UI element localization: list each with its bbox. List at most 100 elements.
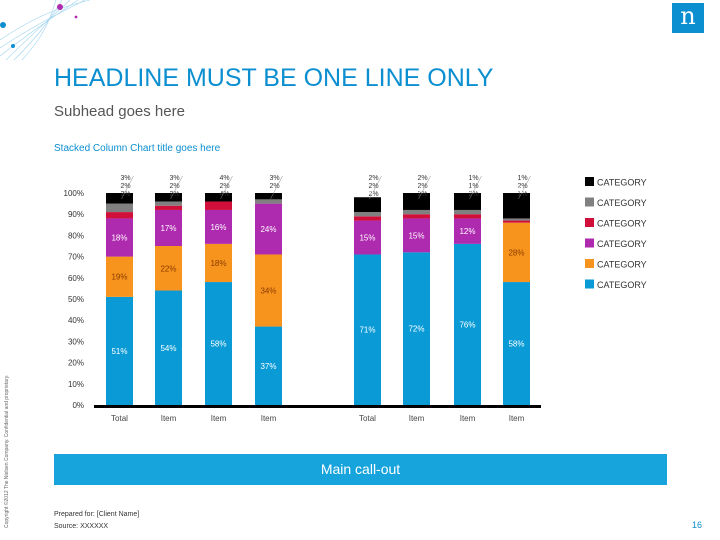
data-label: 51%	[111, 347, 127, 356]
bar-segment	[205, 209, 232, 244]
data-label: 37%	[260, 362, 276, 371]
bar-segment	[354, 254, 381, 405]
page-subhead: Subhead goes here	[54, 103, 185, 120]
bar-segment	[155, 246, 182, 291]
data-label: 54%	[160, 344, 176, 353]
legend-label: CATEGORY	[597, 280, 647, 290]
label-leader-line	[469, 175, 482, 200]
bar-segment	[106, 212, 133, 219]
bar-segment	[255, 326, 282, 405]
main-callout-banner: Main call-out	[54, 454, 667, 485]
data-label: 7%	[411, 185, 423, 194]
small-segment-label: 1%	[468, 183, 478, 190]
bar-segment	[354, 197, 381, 213]
legend-label: CATEGORY	[597, 178, 647, 188]
y-tick-label: 70%	[68, 253, 84, 262]
prepared-for-note: Prepared for: [Client Name]	[54, 511, 140, 518]
bar-segment	[155, 209, 182, 246]
small-segment-label: 2%	[169, 183, 179, 190]
bar-segment	[403, 252, 430, 405]
small-segment-label: 2%	[517, 183, 527, 190]
page-headline: HEADLINE MUST BE ONE LINE ONLY	[54, 64, 494, 92]
data-label: 7%	[362, 187, 374, 196]
bar-segment	[255, 254, 282, 327]
bar-segment	[454, 193, 481, 210]
small-segment-label: 1%	[517, 191, 527, 198]
bar-segment	[106, 218, 133, 257]
bar-segment	[454, 243, 481, 405]
label-leader-line	[220, 175, 233, 200]
bar-segment	[454, 214, 481, 219]
small-segment-label: 2%	[219, 183, 229, 190]
small-segment-label: 2%	[368, 183, 378, 190]
small-segment-label: 3%	[169, 175, 179, 182]
x-axis-baseline	[94, 405, 541, 408]
bar-segment	[503, 193, 530, 219]
bar-segment	[503, 282, 530, 405]
data-label: 24%	[260, 225, 276, 234]
bar-segment	[106, 193, 133, 204]
data-label: 22%	[160, 264, 176, 273]
small-segment-label: 3%	[120, 191, 130, 198]
data-label: 15%	[408, 231, 424, 240]
small-segment-label: 2%	[417, 191, 427, 198]
label-leader-line	[418, 175, 431, 200]
label-leader-line	[121, 175, 134, 200]
small-segment-label: 2%	[468, 191, 478, 198]
data-label: 58%	[508, 340, 524, 349]
legend-label: CATEGORY	[597, 198, 647, 208]
data-label: 58%	[210, 340, 226, 349]
small-segment-label: 2%	[417, 175, 427, 182]
bar-segment	[354, 212, 381, 217]
category-label: Item	[509, 414, 525, 423]
bar-segment	[403, 218, 430, 253]
bar-segment	[106, 203, 133, 213]
brand-logo: n	[672, 3, 704, 33]
legend-swatch	[585, 197, 594, 207]
data-label: 76%	[459, 320, 475, 329]
bar-segment	[106, 296, 133, 405]
data-label: 17%	[160, 224, 176, 233]
legend-swatch	[585, 279, 594, 289]
small-segment-label: 2%	[368, 191, 378, 198]
data-label: 12%	[459, 227, 475, 236]
bar-segment	[106, 256, 133, 297]
y-tick-label: 10%	[68, 380, 84, 389]
bar-segment	[255, 199, 282, 204]
bar-segment	[155, 201, 182, 206]
y-tick-label: 90%	[68, 210, 84, 219]
data-label: 19%	[111, 273, 127, 282]
legend-label: CATEGORY	[597, 239, 647, 249]
data-label: 16%	[210, 223, 226, 232]
bar-segment	[354, 216, 381, 221]
legend-swatch	[585, 177, 594, 186]
bar-segment	[205, 282, 232, 405]
bar-segment	[155, 205, 182, 210]
bar-segment	[205, 243, 232, 283]
y-tick-label: 40%	[68, 316, 84, 325]
data-label: 6%	[462, 186, 474, 195]
small-segment-label: 2%	[120, 183, 130, 190]
label-leader-line	[170, 175, 183, 200]
label-leader-line	[518, 175, 531, 200]
legend-label: CATEGORY	[597, 219, 647, 229]
bar-segment	[354, 220, 381, 255]
small-segment-label: 2%	[368, 175, 378, 182]
bar-segment	[454, 209, 481, 215]
data-label: 71%	[359, 326, 375, 335]
data-label: 34%	[260, 287, 276, 296]
y-tick-label: 100%	[64, 189, 84, 198]
small-segment-label: 4%	[219, 191, 229, 198]
category-label: Item	[261, 414, 277, 423]
bar-segment	[255, 193, 282, 200]
bar-segment	[503, 220, 530, 223]
y-tick-label: 30%	[68, 337, 84, 346]
label-leader-line	[270, 175, 283, 200]
data-label: 11%	[509, 186, 524, 195]
bar-segment	[403, 209, 430, 215]
bar-segment	[155, 193, 182, 202]
small-segment-label: 2%	[269, 183, 279, 190]
small-segment-label: 2%	[417, 183, 427, 190]
data-label: 18%	[111, 234, 127, 243]
